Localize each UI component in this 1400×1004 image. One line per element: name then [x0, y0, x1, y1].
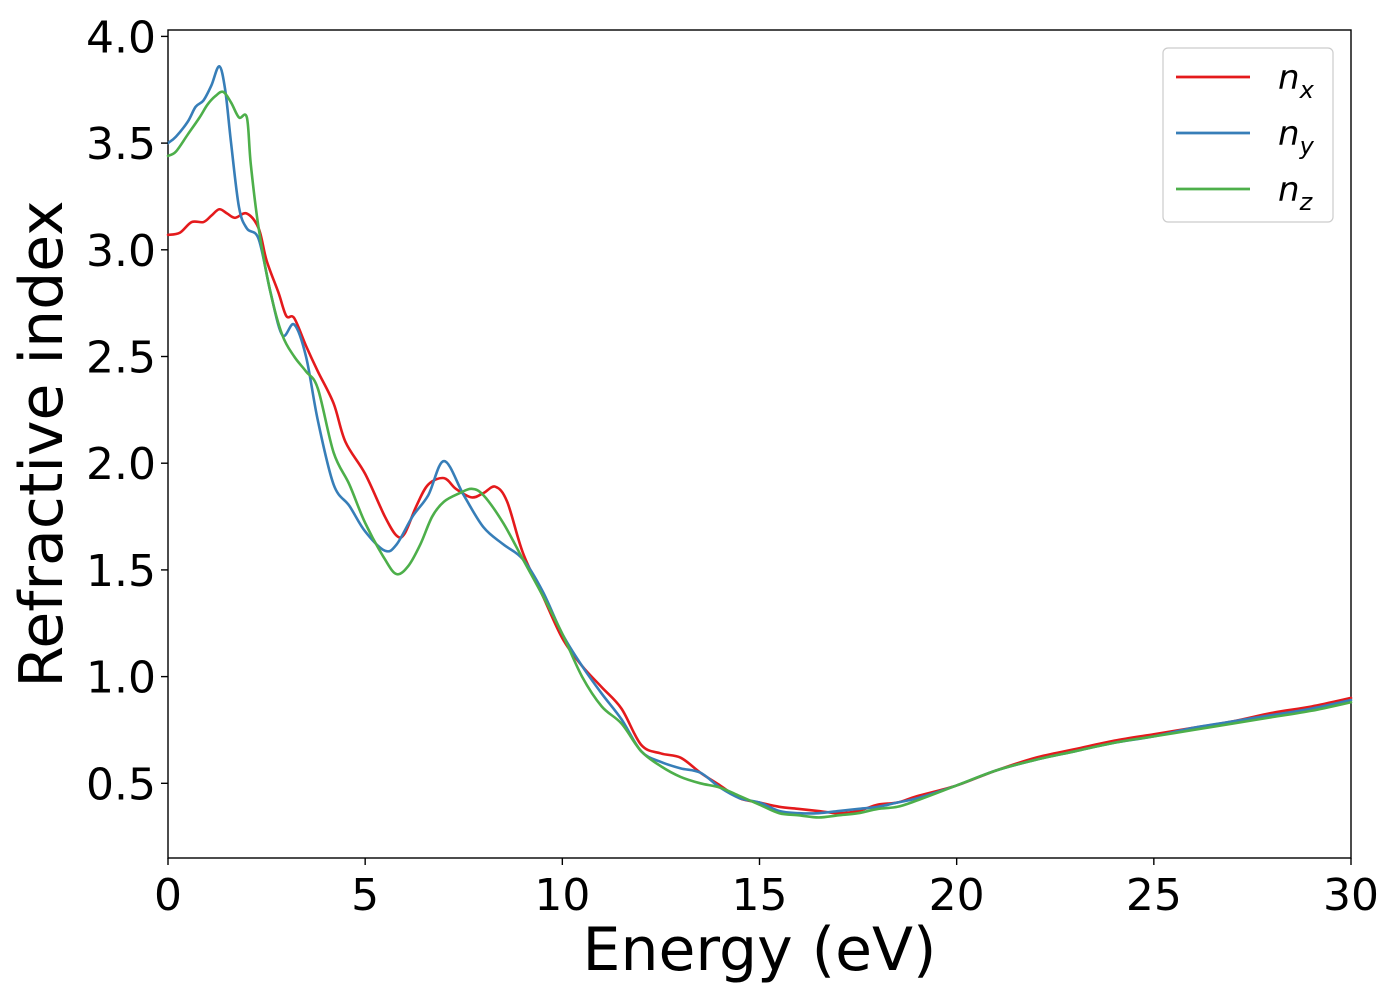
y-tick-label: 3.0	[86, 226, 156, 277]
y-tick-label: 1.5	[86, 546, 156, 597]
x-tick-label: 15	[732, 870, 788, 921]
series-line-z	[166, 90, 1353, 819]
legend-label-y: ny	[1278, 114, 1315, 160]
x-tick-label: 10	[534, 870, 590, 921]
x-tick-label: 30	[1323, 870, 1379, 921]
series-layer	[166, 64, 1353, 819]
plot-area	[166, 29, 1353, 859]
legend-frame	[1162, 47, 1334, 223]
y-tick-label: 2.0	[86, 439, 156, 490]
x-tick-label: 20	[929, 870, 985, 921]
x-axis-title: Energy (eV)	[583, 915, 937, 985]
x-tick-label: 5	[351, 870, 379, 921]
y-tick-label: 0.5	[86, 759, 156, 810]
x-axis: 0 5 10 15 20 25 30	[154, 858, 1379, 921]
y-tick-label: 1.0	[86, 653, 156, 704]
y-axis-title: Refractive index	[7, 200, 77, 687]
y-axis: 0.5 1.0 1.5 2.0 2.5 3.0 3.5 4.0	[86, 12, 168, 810]
y-tick-label: 2.5	[86, 333, 156, 384]
y-tick-label: 3.5	[86, 119, 156, 170]
y-tick-label: 4.0	[86, 12, 156, 63]
plot-frame	[167, 29, 1352, 859]
x-tick-label: 25	[1126, 870, 1182, 921]
x-tick-label: 0	[154, 870, 182, 921]
